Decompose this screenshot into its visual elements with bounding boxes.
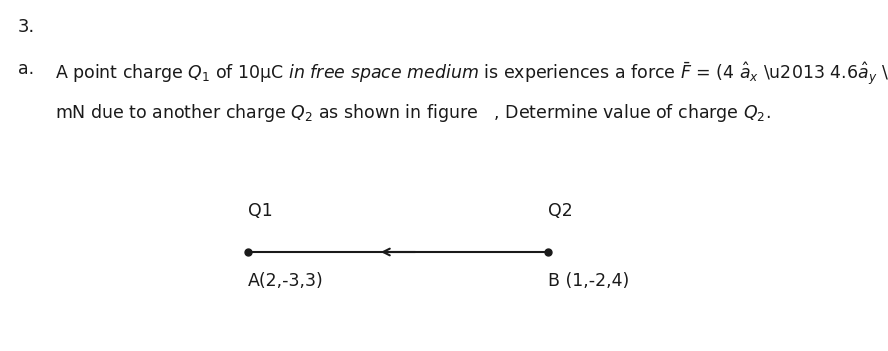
Text: Q1: Q1 bbox=[248, 202, 273, 220]
Text: B (1,-2,4): B (1,-2,4) bbox=[548, 272, 630, 290]
Text: a.: a. bbox=[18, 60, 34, 78]
Text: A point charge $Q_1$ of 10μC $\it{in\ free\ space\ medium}$ is experiences a for: A point charge $Q_1$ of 10μC $\it{in\ fr… bbox=[55, 60, 888, 87]
Text: A(2,-3,3): A(2,-3,3) bbox=[248, 272, 324, 290]
Text: Q2: Q2 bbox=[548, 202, 573, 220]
Text: 3.: 3. bbox=[18, 18, 36, 36]
Text: mN due to another charge $Q_2$ as shown in figure   , Determine value of charge : mN due to another charge $Q_2$ as shown … bbox=[55, 102, 771, 124]
